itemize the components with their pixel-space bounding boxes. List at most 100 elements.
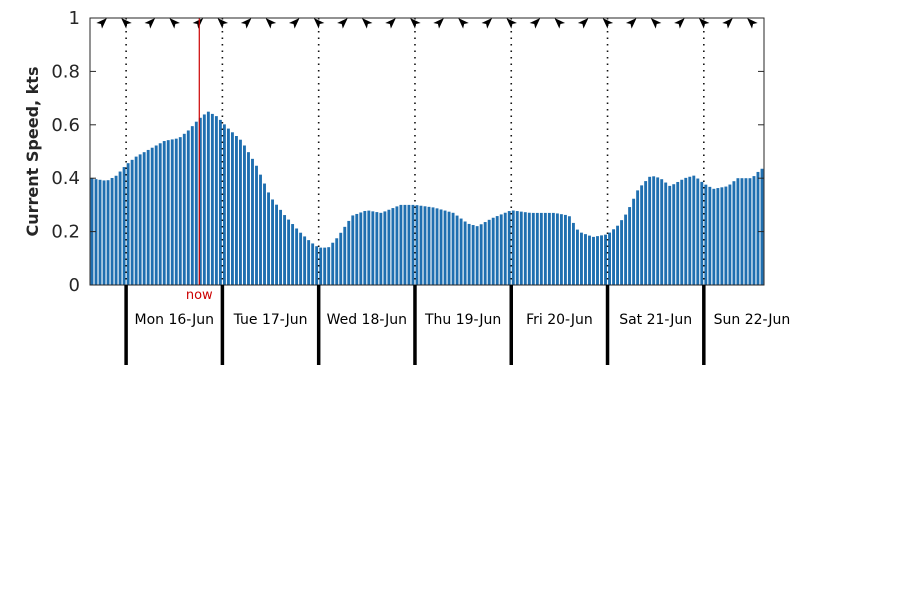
speed-bar <box>475 226 479 285</box>
speed-bar <box>395 206 399 285</box>
speed-bar <box>291 224 295 285</box>
speed-bar <box>170 139 174 285</box>
direction-arrow-icon <box>433 18 444 29</box>
y-tick-label: 0.4 <box>51 168 80 189</box>
y-tick-label: 0.6 <box>51 115 80 136</box>
speed-bar <box>479 224 483 285</box>
speed-bar <box>612 229 615 285</box>
speed-bar <box>283 215 287 285</box>
speed-bar <box>174 138 178 285</box>
direction-arrow-icon <box>410 18 421 29</box>
speed-bar <box>243 145 246 285</box>
speed-bar <box>299 232 303 285</box>
y-tick-label: 0.2 <box>51 222 80 243</box>
speed-bar <box>580 232 583 285</box>
speed-bar <box>206 111 210 285</box>
day-label: Wed 18-Jun <box>327 312 408 328</box>
speed-bar <box>311 243 315 285</box>
speed-bar <box>411 204 415 285</box>
speed-bar <box>495 216 499 285</box>
speed-bar <box>636 190 640 285</box>
speed-bar <box>527 212 531 285</box>
speed-bar <box>315 246 319 285</box>
speed-bar <box>359 212 363 285</box>
direction-arrows <box>96 18 758 29</box>
speed-bar <box>198 117 202 285</box>
speed-bar <box>744 178 748 285</box>
speed-bar <box>459 218 463 285</box>
speed-bar <box>210 113 214 286</box>
speed-bar <box>255 165 258 285</box>
speed-bar <box>118 171 122 285</box>
speed-bar <box>126 163 130 285</box>
direction-arrow-icon <box>650 18 662 29</box>
direction-arrow-icon <box>481 18 493 29</box>
speed-bar <box>543 212 547 285</box>
speed-bar <box>158 143 162 285</box>
speed-bar <box>704 184 708 285</box>
speed-bar <box>660 179 664 285</box>
speed-bar <box>363 210 367 285</box>
speed-bar <box>724 186 728 285</box>
speed-bar <box>728 184 732 285</box>
speed-bar <box>608 232 611 285</box>
speed-bar <box>499 214 503 285</box>
speed-bar <box>347 220 351 285</box>
direction-arrow-icon <box>554 18 566 29</box>
speed-bar <box>592 236 595 285</box>
speed-bar <box>708 186 712 285</box>
day-dotted-lines <box>125 18 705 285</box>
direction-arrow-icon <box>722 18 733 29</box>
speed-bar <box>431 207 435 285</box>
y-axis-label: Current Speed, kts <box>23 67 42 237</box>
speed-bar <box>391 208 395 285</box>
speed-bar <box>307 240 311 285</box>
speed-bar <box>367 210 371 285</box>
speed-bar <box>676 181 680 285</box>
speed-bar <box>672 184 676 285</box>
direction-arrow-icon <box>747 18 758 29</box>
speed-bar <box>423 206 427 285</box>
direction-arrow-icon <box>192 18 204 29</box>
speed-bar <box>515 211 519 285</box>
speed-bar <box>668 185 672 285</box>
speed-bar <box>684 177 688 285</box>
speed-bar <box>190 126 194 285</box>
direction-arrow-icon <box>288 18 300 29</box>
speed-bar <box>463 221 467 285</box>
direction-arrow-icon <box>240 18 252 29</box>
speed-bar <box>696 178 700 285</box>
direction-arrow-icon <box>625 18 637 29</box>
day-dividers <box>124 285 706 365</box>
speed-bar <box>295 228 299 285</box>
speed-bar <box>584 234 587 285</box>
speed-bar <box>748 178 752 285</box>
speed-bar <box>551 212 555 285</box>
direction-arrow-icon <box>698 18 710 29</box>
speed-bar <box>279 209 283 285</box>
speed-bar <box>234 136 238 285</box>
speed-bar <box>487 219 491 285</box>
direction-arrow-icon <box>385 18 396 29</box>
speed-bar <box>94 179 98 285</box>
speed-bar <box>471 225 475 285</box>
speed-bar <box>752 176 756 285</box>
speed-bar <box>154 145 158 285</box>
speed-bar <box>555 213 559 285</box>
speed-bar <box>644 181 648 285</box>
speed-bar <box>439 209 443 285</box>
speed-bar <box>150 147 154 285</box>
speed-bar <box>319 247 323 285</box>
direction-arrow-icon <box>674 18 685 29</box>
direction-arrow-icon <box>602 18 614 29</box>
speed-bar <box>331 242 335 285</box>
speed-bar <box>732 181 736 285</box>
speed-bar <box>435 208 439 285</box>
speed-bar <box>327 247 331 285</box>
direction-arrow-icon <box>337 18 348 29</box>
speed-bar <box>267 192 270 285</box>
day-label: Tue 17-Jun <box>233 312 308 328</box>
speed-bar <box>736 178 740 285</box>
day-label: Sun 22-Jun <box>714 312 791 328</box>
